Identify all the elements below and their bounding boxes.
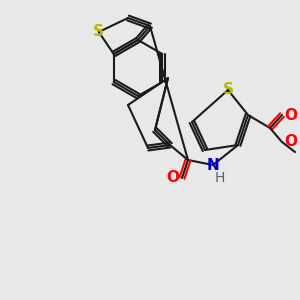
Text: N: N [207, 158, 219, 172]
Text: S: S [93, 25, 104, 40]
Text: H: H [215, 171, 225, 185]
Text: S: S [223, 82, 233, 98]
Text: O: O [284, 134, 297, 149]
Text: O: O [166, 170, 179, 185]
Text: O: O [284, 107, 297, 122]
